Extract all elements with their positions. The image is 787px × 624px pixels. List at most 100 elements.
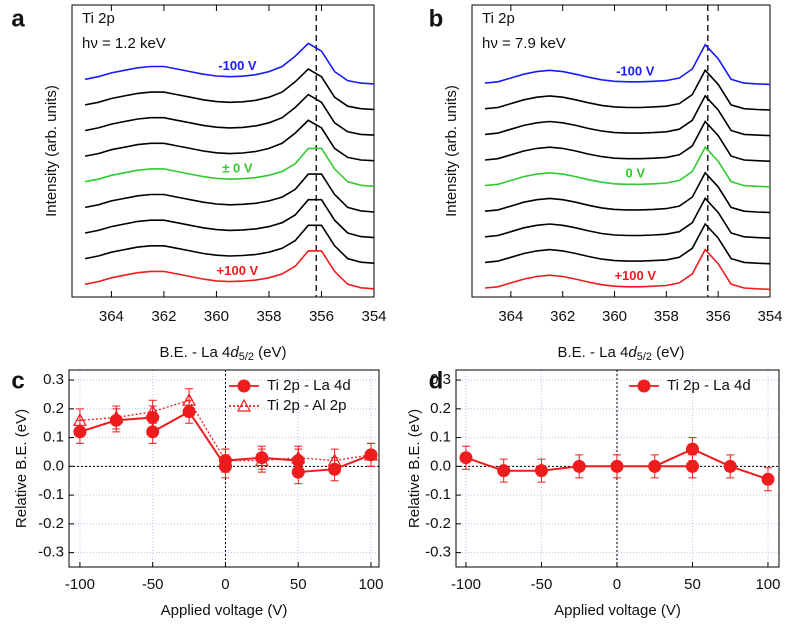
- x-tick-label: 362: [151, 308, 176, 325]
- data-point: [291, 450, 306, 464]
- spectrum: [484, 222, 771, 265]
- x-tick-label: 100: [358, 576, 383, 593]
- y-tick-label: -0.3: [425, 544, 451, 561]
- legend-marker: [236, 398, 252, 412]
- y-axis-label: Intensity (arb. units): [443, 85, 460, 217]
- spectrum: [84, 250, 375, 290]
- panel-title: Ti 2p: [482, 10, 515, 27]
- spectrum: [484, 94, 771, 137]
- x-tick-label: 362: [550, 308, 575, 325]
- data-point: [145, 404, 160, 418]
- error-bar: [257, 448, 266, 473]
- data-point: [254, 453, 269, 467]
- y-tick-label: 0.2: [43, 400, 64, 417]
- plot-frame: [71, 4, 375, 298]
- panel-letter: c: [11, 367, 24, 394]
- plot-frame: [455, 369, 780, 568]
- spectrum: [84, 224, 375, 264]
- x-axis-label: B.E. - La 4d5/2 (eV): [557, 344, 684, 363]
- legend-marker: [237, 379, 251, 393]
- x-tick-label: 0: [221, 576, 229, 593]
- data-point: [497, 464, 511, 478]
- spectrum: [484, 248, 771, 291]
- series-line: [79, 399, 372, 462]
- x-axis-label: B.E. - La 4d5/2 (eV): [159, 344, 286, 363]
- curve-label: -100 V: [616, 63, 655, 78]
- data-point: [459, 451, 473, 465]
- spectrum: [484, 43, 771, 86]
- error-bar: [148, 399, 157, 424]
- x-axis-label-part: d: [628, 344, 637, 361]
- x-tick-label: 356: [309, 308, 334, 325]
- x-tick-label: 354: [757, 308, 782, 325]
- spectrum: [484, 171, 771, 214]
- x-tick-label: -50: [531, 576, 553, 593]
- data-point: [72, 413, 87, 426]
- y-tick-label: 0.2: [430, 400, 451, 417]
- x-tick-label: 364: [99, 308, 124, 325]
- x-axis-label-part: B.E. - La 4: [159, 344, 230, 361]
- x-tick-label: 358: [654, 308, 679, 325]
- spectrum: [484, 120, 771, 162]
- x-axis-label-part: B.E. - La 4: [557, 344, 628, 361]
- x-tick-label: 358: [256, 308, 281, 325]
- x-axis-label-part: 5/2: [239, 351, 254, 363]
- x-tick-label: 354: [361, 308, 386, 325]
- x-tick-label: 50: [684, 576, 701, 593]
- legend-label: Ti 2p - La 4d: [267, 377, 351, 394]
- y-tick-label: 0.3: [430, 371, 451, 388]
- data-point: [327, 453, 342, 467]
- data-point: [761, 472, 775, 486]
- x-tick-label: 364: [498, 308, 523, 325]
- x-tick-label: 356: [706, 308, 731, 325]
- plot-frame: [471, 4, 771, 298]
- panel-letter: a: [11, 5, 25, 32]
- x-tick-label: 360: [602, 308, 627, 325]
- panel-letter: d: [429, 367, 444, 394]
- x-tick-label: 50: [290, 576, 307, 593]
- data-point: [648, 459, 662, 473]
- spectrum: [84, 147, 375, 188]
- x-tick-label: -100: [451, 576, 481, 593]
- legend-label: Ti 2p - La 4d: [667, 377, 751, 394]
- data-point: [685, 442, 699, 456]
- curve-label: -100 V: [218, 58, 257, 73]
- error-bar: [294, 445, 303, 470]
- y-tick-label: -0.1: [425, 486, 451, 503]
- data-point: [610, 459, 624, 473]
- y-tick-label: 0.1: [430, 429, 451, 446]
- x-axis-label-part: (eV): [254, 344, 287, 361]
- curve-label: ± 0 V: [222, 161, 253, 176]
- x-tick-label: 0: [613, 576, 621, 593]
- error-bar: [366, 442, 375, 467]
- spectrum: [84, 42, 375, 85]
- error-bar: [185, 388, 194, 413]
- x-axis-label: Applied voltage (V): [554, 602, 681, 619]
- x-tick-label: -50: [142, 576, 164, 593]
- spectrum: [84, 68, 375, 111]
- error-bar: [112, 405, 121, 430]
- panel-title: hν = 1.2 keV: [82, 35, 166, 52]
- panel-title: Ti 2p: [82, 10, 115, 27]
- spectrum: [84, 173, 375, 213]
- spectrum: [84, 198, 375, 239]
- error-bar: [221, 448, 230, 473]
- plot-frame: [68, 369, 380, 568]
- spectrum: [484, 68, 771, 111]
- y-tick-label: -0.3: [38, 544, 64, 561]
- y-axis-label: Intensity (arb. units): [43, 85, 60, 217]
- curve-label: +100 V: [614, 268, 656, 283]
- data-point: [534, 464, 548, 478]
- spectrum: [484, 197, 771, 239]
- y-axis-label: Relative B.E. (eV): [13, 409, 30, 528]
- curve-label: 0 V: [625, 166, 645, 181]
- panel-title: hν = 7.9 keV: [482, 35, 566, 52]
- y-tick-label: 0.0: [43, 457, 64, 474]
- data-point: [182, 392, 197, 406]
- error-bar: [75, 408, 84, 433]
- x-tick-label: -100: [65, 576, 95, 593]
- y-tick-label: -0.2: [425, 515, 451, 532]
- y-tick-label: 0.3: [43, 371, 64, 388]
- y-tick-label: 0.1: [43, 429, 64, 446]
